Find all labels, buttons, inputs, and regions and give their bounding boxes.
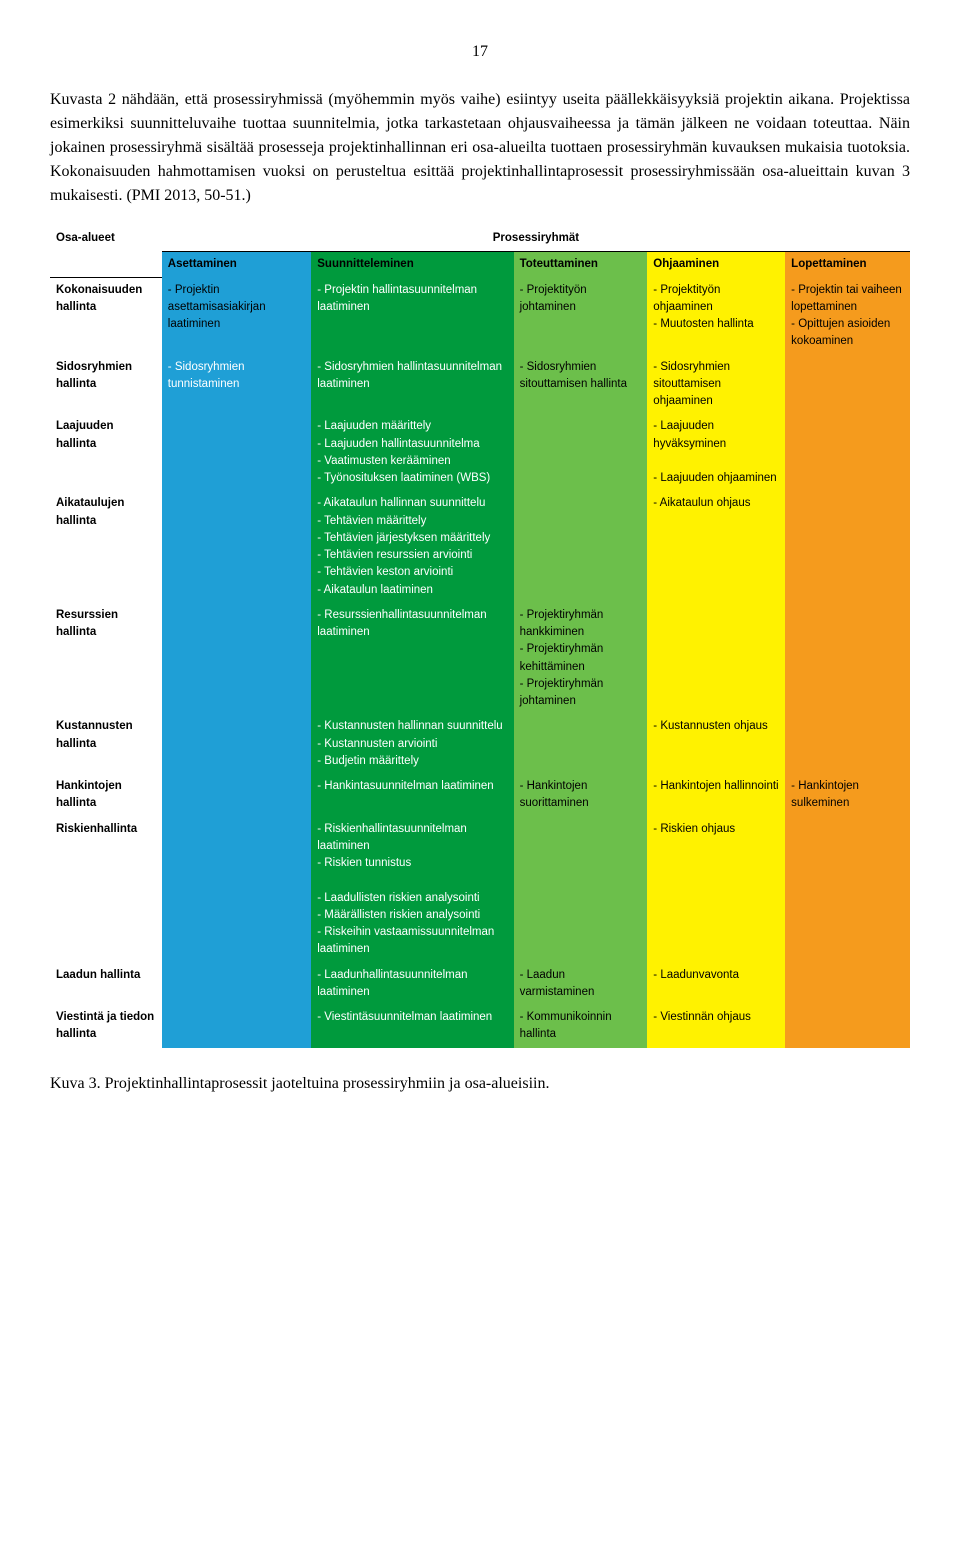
row-header: Viestintä ja tiedon hallinta [50,1005,162,1048]
table-cell: - Riskienhallintasuunnitelman laatiminen… [311,817,513,963]
table-row: Riskienhallinta - Riskienhallintasuunnite… [50,817,910,963]
table-row: Sidosryhmien hallinta- Sidosryhmien tunn… [50,355,910,415]
table-cell: - Aikataulun hallinnan suunnittelu - Teh… [311,491,513,603]
group-header: Prosessiryhmät [162,226,910,252]
column-header: Suunnitteleminen [311,252,513,278]
table-cell: - Viestinnän ohjaus [647,1005,785,1048]
row-header: Kustannusten hallinta [50,714,162,774]
table-cell: - Laajuuden hyväksyminen - Laajuuden ohj… [647,414,785,491]
table-cell [162,817,311,963]
table-cell: - Hankintojen hallinnointi [647,774,785,817]
row-header: Sidosryhmien hallinta [50,355,162,415]
table-cell [514,491,648,603]
table-cell: - Projektityön ohjaaminen - Muutosten ha… [647,278,785,355]
table-cell [162,603,311,715]
row-header: Kokonaisuuden hallinta [50,278,162,355]
table-cell: - Riskien ohjaus [647,817,785,963]
table-cell [162,414,311,491]
table-cell: - Laajuuden määrittely - Laajuuden halli… [311,414,513,491]
table-cell [162,491,311,603]
table-cell [514,714,648,774]
table-cell: - Laadunhallintasuunnitelman laatiminen [311,963,513,1006]
table-row: Laajuuden hallinta - Laajuuden määrittely… [50,414,910,491]
process-matrix-table: Osa-alueet Prosessiryhmät AsettaminenSuu… [50,226,910,1048]
table-row: Kustannusten hallinta - Kustannusten hall… [50,714,910,774]
table-cell: - Hankintojen suorittaminen [514,774,648,817]
table-cell: - Hankintojen sulkeminen [785,774,910,817]
table-cell [162,774,311,817]
figure-caption: Kuva 3. Projektinhallintaprosessit jaote… [50,1072,910,1096]
table-row: Viestintä ja tiedon hallinta - Viestintäs… [50,1005,910,1048]
table-cell [162,714,311,774]
table-cell: - Kustannusten ohjaus [647,714,785,774]
table-cell: - Kommunikoinnin hallinta [514,1005,648,1048]
body-paragraph: Kuvasta 2 nähdään, että prosessiryhmissä… [50,88,910,208]
table-cell: - Sidosryhmien sitouttamisen ohjaaminen [647,355,785,415]
table-cell [785,414,910,491]
table-cell [647,603,785,715]
column-header: Ohjaaminen [647,252,785,278]
table-cell [162,1005,311,1048]
row-header: Laajuuden hallinta [50,414,162,491]
row-header: Riskienhallinta [50,817,162,963]
table-row: Aikataulujen hallinta - Aikataulun hallin… [50,491,910,603]
table-cell: - Sidosryhmien hallintasuunnitelman laat… [311,355,513,415]
column-header: Asettaminen [162,252,311,278]
row-header: Aikataulujen hallinta [50,491,162,603]
table-cell: - Sidosryhmien sitouttamisen hallinta [514,355,648,415]
column-header: Toteuttaminen [514,252,648,278]
table-row: Kokonaisuuden hallinta- Projektin asetta… [50,278,910,355]
table-cell: - Laadun varmistaminen [514,963,648,1006]
table-cell: - Projektin asettamisasiakirjan laatimin… [162,278,311,355]
table-cell [785,817,910,963]
corner-header: Osa-alueet [50,226,162,278]
table-cell [514,414,648,491]
table-cell: - Projektin tai vaiheen lopettaminen - O… [785,278,910,355]
table-row: Resurssien hallinta - Resurssienhallintas… [50,603,910,715]
table-cell: - Projektityön johtaminen [514,278,648,355]
column-header: Lopettaminen [785,252,910,278]
table-cell [785,355,910,415]
table-cell [785,603,910,715]
table-cell: - Hankintasuunnitelman laatiminen [311,774,513,817]
table-row: Hankintojen hallinta - Hankintasuunnitelm… [50,774,910,817]
table-cell [785,714,910,774]
table-row: Laadun hallinta - Laadunhallintasuunnitel… [50,963,910,1006]
table-cell: - Projektin hallintasuunnitelman laatimi… [311,278,513,355]
table-cell: - Aikataulun ohjaus [647,491,785,603]
table-cell: - Viestintäsuunnitelman laatiminen [311,1005,513,1048]
table-cell [514,817,648,963]
row-header: Resurssien hallinta [50,603,162,715]
row-header: Laadun hallinta [50,963,162,1006]
table-cell: - Kustannusten hallinnan suunnittelu - K… [311,714,513,774]
table-cell: - Laadunvavonta [647,963,785,1006]
table-cell: - Projektiryhmän hankkiminen - Projektir… [514,603,648,715]
table-cell [162,963,311,1006]
table-cell [785,1005,910,1048]
page-number: 17 [50,40,910,64]
table-cell [785,963,910,1006]
table-cell: - Sidosryhmien tunnistaminen [162,355,311,415]
table-cell [785,491,910,603]
table-cell: - Resurssienhallintasuunnitelman laatimi… [311,603,513,715]
row-header: Hankintojen hallinta [50,774,162,817]
